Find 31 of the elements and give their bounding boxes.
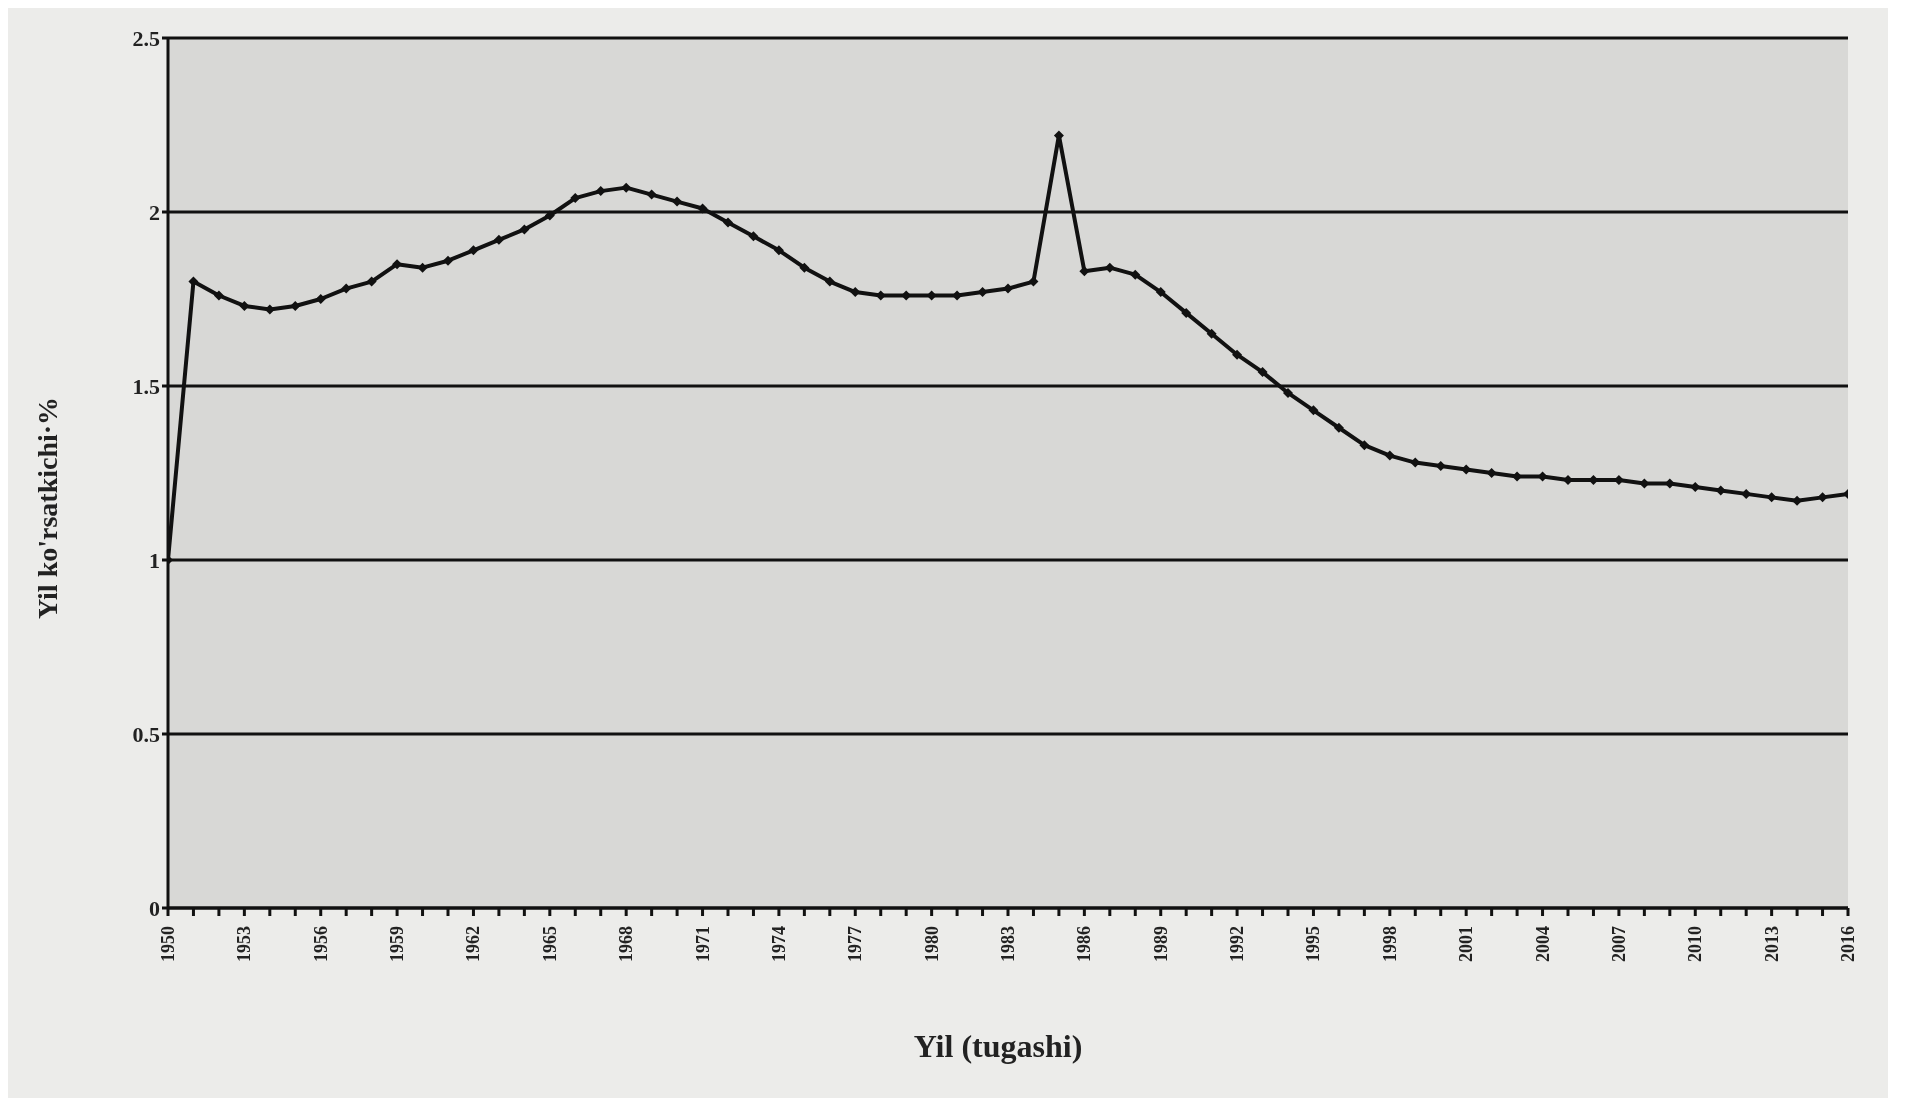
x-tick-label: 1965: [539, 926, 560, 962]
x-tick-label: 2016: [1838, 926, 1858, 962]
x-tick-label: 2013: [1761, 926, 1782, 962]
x-tick-label: 1995: [1303, 926, 1324, 962]
y-axis-title: Yil ko'rsatkichi·%: [32, 396, 64, 620]
x-tick-label: 1956: [310, 926, 331, 962]
x-tick-label: 1998: [1379, 926, 1400, 962]
y-tick-label: 0: [149, 895, 160, 921]
x-tick-label: 2010: [1685, 926, 1706, 962]
x-tick-label: 1950: [158, 926, 178, 962]
x-axis-title: Yil (tugashi): [912, 1028, 1084, 1065]
x-tick-label: 2004: [1532, 926, 1553, 962]
x-tick-label: 2001: [1456, 926, 1477, 962]
y-tick-label: 2.5: [132, 25, 160, 51]
y-tick-label: 1: [149, 547, 160, 573]
x-tick-label: 1962: [463, 926, 484, 962]
y-tick-label: 1.5: [132, 373, 160, 399]
x-tick-label: 1992: [1227, 926, 1248, 962]
x-tick-label: 2007: [1608, 926, 1629, 962]
y-tick-label: 0.5: [132, 721, 160, 747]
x-tick-label: 1974: [768, 926, 789, 962]
x-tick-label: 1977: [845, 926, 866, 962]
x-tick-label: 1983: [998, 926, 1018, 962]
y-tick-label: 2: [149, 199, 160, 225]
x-tick-label: 1959: [387, 926, 408, 962]
x-tick-label: 1968: [616, 926, 637, 962]
x-tick-label: 1986: [1074, 926, 1095, 962]
x-tick-label: 1971: [692, 926, 713, 962]
x-tick-label: 1953: [234, 926, 255, 962]
x-tick-label: 1989: [1150, 926, 1171, 962]
x-tick-label: 1980: [921, 926, 942, 962]
